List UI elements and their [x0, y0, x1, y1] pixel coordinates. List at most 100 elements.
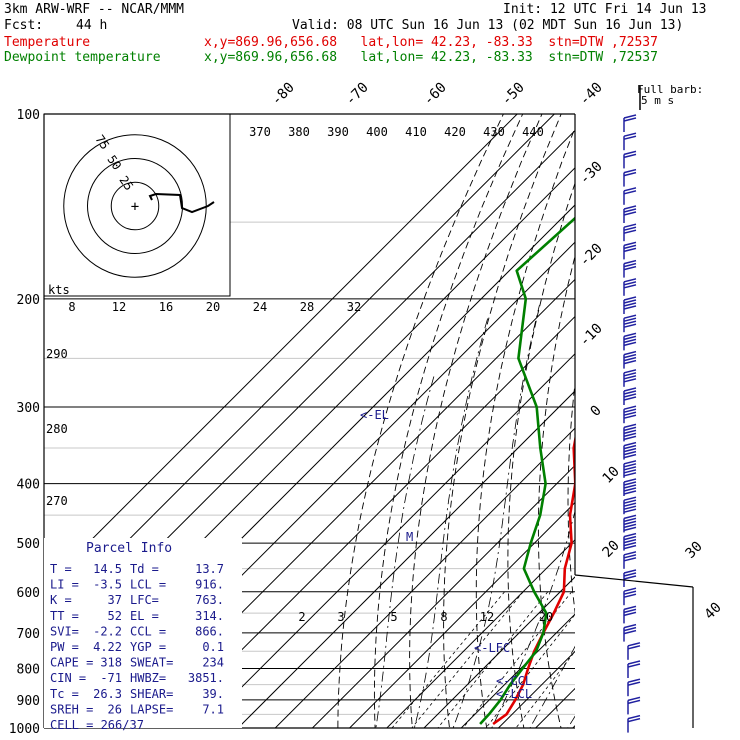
parcel-info-value: 318: [100, 656, 122, 670]
wind-barb-flag: [623, 429, 637, 435]
wind-barb-flag: [623, 335, 637, 341]
wind-barb-flag: [623, 281, 637, 286]
wind-barb-flag: [623, 114, 637, 119]
wind-barb-flag: [623, 296, 637, 301]
wind-barb: [623, 478, 637, 496]
wind-barb-flag: [623, 205, 637, 210]
dry-adiabat-line: [475, 126, 575, 728]
parcel-info-label: SVI=: [50, 624, 79, 638]
dry-adiabat-line: [652, 100, 716, 740]
wind-barb-flag: [627, 696, 641, 702]
left-theta-label: 290: [46, 347, 68, 361]
wind-barb-flag: [623, 208, 637, 213]
wind-barb-flag: [623, 611, 637, 617]
wind-barb-flag: [623, 408, 637, 413]
theta-label: 420: [444, 125, 466, 139]
wind-barb: [623, 132, 637, 151]
dewpoint-curve: [479, 216, 575, 725]
frame-right-bevel: [574, 574, 694, 588]
wind-barb-flag: [623, 593, 637, 598]
wind-barb-flag: [623, 460, 637, 465]
pressure-label: 600: [17, 586, 40, 601]
dewpoint-location: x,y=869.96,656.68 lat,lon= 42.23, -83.33…: [204, 50, 658, 65]
wind-barb-flag: [623, 332, 637, 338]
wind-barb: [623, 423, 637, 442]
theta-label: 410: [405, 125, 427, 139]
dry-adiabat-line: [443, 114, 562, 728]
wind-barb-flag: [623, 629, 637, 635]
wind-barb-flag: [623, 317, 637, 322]
pressure-label: 700: [17, 627, 40, 642]
mixing-ratio-label: 8: [440, 610, 447, 624]
temperature-curve: [492, 434, 575, 726]
isotherm-line: [386, 539, 575, 728]
parcel-info-value: 13.7: [195, 562, 224, 576]
pressure-label: 800: [17, 662, 40, 677]
wind-barb-flag: [623, 190, 637, 195]
wind-barb-flag: [627, 642, 641, 647]
wind-barb: [623, 587, 637, 606]
wind-barb-flag: [623, 472, 637, 477]
hodograph-box: [43, 113, 231, 297]
wind-barb-flag: [623, 320, 637, 325]
wind-barb-flag: [623, 353, 637, 359]
wind-barb: [623, 350, 637, 369]
wind-barb-flag: [623, 608, 637, 614]
wind-speed-axis-label: 32: [347, 300, 361, 314]
wind-barb-flag: [623, 305, 637, 310]
isotherm-label: -40: [577, 80, 606, 109]
parcel-info-label: SHEAR=: [130, 687, 173, 701]
parcel-info-label: PW =: [50, 640, 79, 654]
lcl-marker: <-LCL: [496, 687, 532, 701]
wind-barb: [623, 441, 637, 460]
wind-barb-flag: [623, 226, 637, 231]
wind-barb: [623, 314, 637, 333]
parcel-info-label: SREH =: [50, 702, 93, 716]
wind-barb-flag: [623, 369, 637, 374]
wind-barb-flag: [623, 469, 637, 474]
wind-barb-flag: [623, 505, 637, 510]
wind-barb-flag: [623, 247, 637, 253]
wind-barb-flag: [623, 299, 637, 304]
lfc-marker: <-LFC: [474, 641, 510, 655]
parcel-info-value: 0.1: [202, 640, 224, 654]
wind-barb-flag: [623, 378, 637, 383]
temperature-legend: Temperature: [4, 35, 91, 50]
wind-barb-flag: [623, 453, 637, 459]
mixing-ratio-label: 2: [298, 610, 305, 624]
isotherm-line: [200, 353, 575, 728]
model-title: 3km ARW-WRF -- NCAR/MMM: [4, 2, 185, 17]
wind-speed-axis-label: 20: [206, 300, 220, 314]
moist-adiabat-line: [529, 645, 575, 728]
mixing-ratio-line: [462, 591, 573, 728]
moist-adiabat-line: [413, 317, 489, 728]
parcel-info-value: -2.2: [93, 624, 122, 638]
wind-barb-flag: [627, 717, 641, 723]
init-time: Init: 12 UTC Fri 14 Jun 13: [503, 2, 707, 17]
isotherm-label: -20: [577, 241, 606, 270]
isotherm-label: -60: [421, 80, 450, 109]
dry-adiabat-line: [409, 114, 543, 728]
mixing-ratio-label: 12: [480, 610, 494, 624]
hodograph-ring-label: 50: [104, 153, 124, 173]
isotherm-label: 40: [702, 600, 725, 623]
wind-barb-flag: [623, 168, 637, 174]
wind-barb: [623, 168, 637, 187]
wind-barb-flag: [623, 241, 637, 247]
isotherm-label: 30: [683, 539, 706, 562]
wind-barb: [623, 551, 637, 569]
pressure-label: 500: [17, 537, 40, 552]
dry-adiabat-line: [703, 100, 740, 740]
parcel-info-value: -71: [100, 671, 122, 685]
wind-barb-flag: [623, 444, 637, 450]
forecast-hour: 44 h: [76, 18, 108, 33]
wind-barb: [623, 532, 637, 551]
parcel-info-value: 916.: [195, 578, 224, 592]
ccl-marker: <-CCL: [496, 674, 532, 688]
dry-adiabat-line: [537, 254, 575, 728]
wind-barb-flag: [627, 681, 641, 686]
parcel-info-value: 14.5: [93, 562, 122, 576]
theta-label: 400: [366, 125, 388, 139]
wind-barb-flag: [623, 523, 637, 529]
